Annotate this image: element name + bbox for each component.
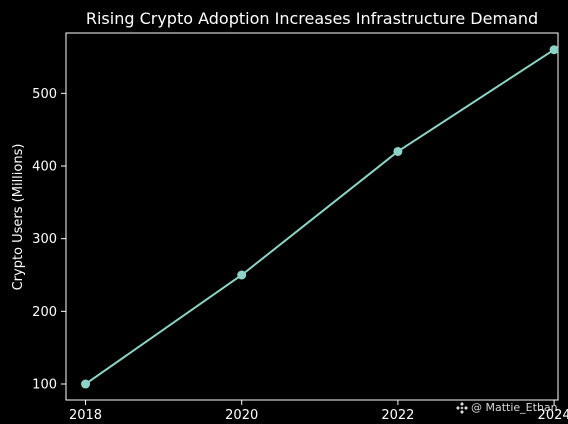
plot-frame [65,32,559,401]
series-group [81,45,559,389]
series-line [84,48,555,385]
y-tick-label: 100 [32,378,57,393]
data-point [549,45,559,55]
chart-title: Rising Crypto Adoption Increases Infrast… [86,9,538,28]
data-point [81,379,91,389]
x-tick-label: 2020 [225,408,258,423]
y-axis: 100 200 300 400 500 [32,87,66,393]
y-tick-label: 300 [32,232,57,247]
x-tick-label: 2022 [381,408,414,423]
y-tick-label: 500 [32,87,57,102]
x-axis: 2018 2020 2022 2024 [69,400,568,423]
y-tick-label: 200 [32,305,57,320]
y-tick-label: 400 [32,159,57,174]
binance-logo-icon [456,401,468,414]
x-tick-label: 2024 [538,408,568,423]
data-point [237,270,247,280]
watermark: @ Mattie_Ethan [456,401,558,414]
x-tick-label: 2018 [69,408,102,423]
y-axis-label: Crypto Users (Millions) [11,144,26,291]
watermark-text: @ Mattie_Ethan [471,401,558,414]
data-point [393,146,403,156]
